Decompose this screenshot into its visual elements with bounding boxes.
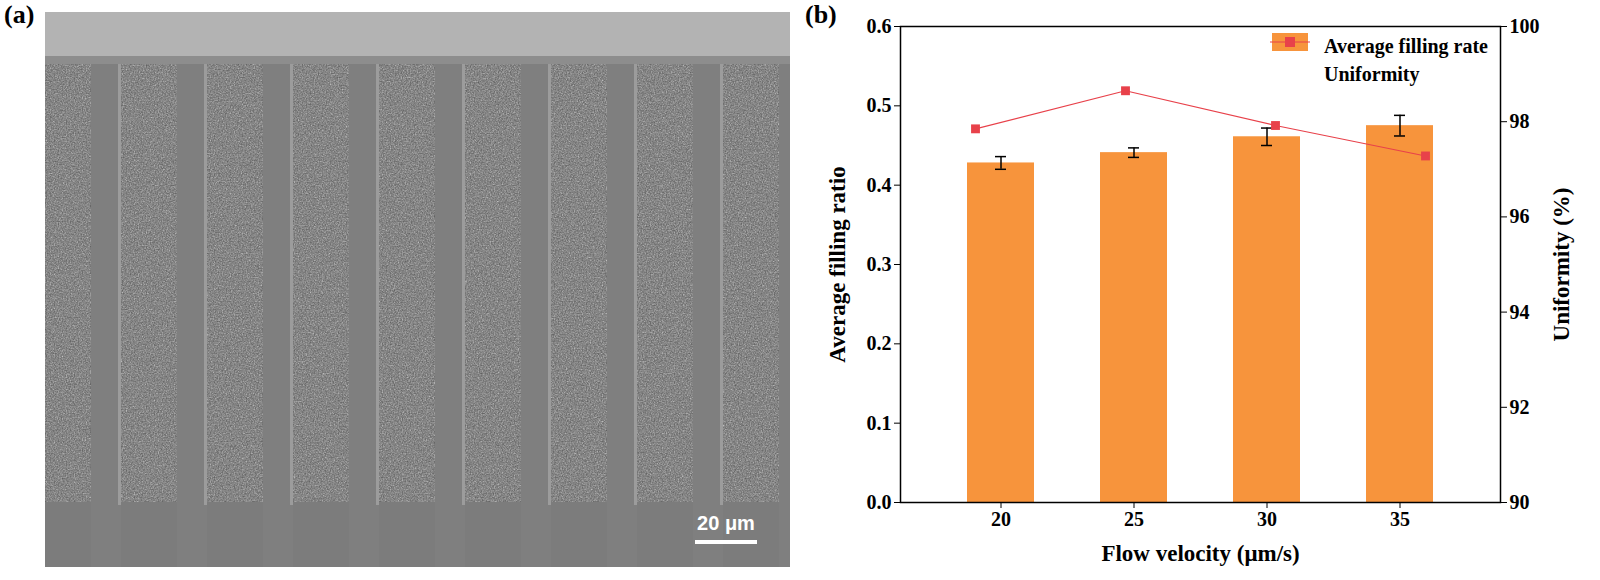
svg-text:Average filling ratio: Average filling ratio — [825, 166, 850, 362]
svg-text:0.4: 0.4 — [867, 174, 892, 196]
svg-text:25: 25 — [1124, 508, 1144, 530]
svg-text:100: 100 — [1510, 15, 1540, 37]
svg-text:92: 92 — [1510, 396, 1530, 418]
svg-text:30: 30 — [1257, 508, 1277, 530]
html-text:Uniformity: Uniformity — [1324, 62, 1420, 85]
svg-text:90: 90 — [1510, 491, 1530, 513]
svg-text:20 μm: 20 μm — [697, 512, 755, 534]
svg-text:0.5: 0.5 — [867, 94, 892, 116]
html-text:(a): (a) — [4, 0, 35, 29]
svg-text:0.6: 0.6 — [867, 15, 892, 37]
html-text:Average filling rate: Average filling rate — [1324, 34, 1488, 57]
svg-text:Flow velocity (μm/s): Flow velocity (μm/s) — [1101, 541, 1299, 566]
html-text:(b): (b) — [805, 0, 837, 29]
svg-text:96: 96 — [1510, 205, 1530, 227]
svg-text:0.0: 0.0 — [867, 491, 892, 513]
svg-text:0.2: 0.2 — [867, 332, 892, 354]
svg-text:Uniformity (%): Uniformity (%) — [1549, 188, 1574, 342]
svg-text:0.3: 0.3 — [867, 253, 892, 275]
svg-text:98: 98 — [1510, 110, 1530, 132]
svg-text:20: 20 — [991, 508, 1011, 530]
svg-text:35: 35 — [1390, 508, 1410, 530]
svg-text:0.1: 0.1 — [867, 412, 892, 434]
svg-text:94: 94 — [1510, 301, 1530, 323]
